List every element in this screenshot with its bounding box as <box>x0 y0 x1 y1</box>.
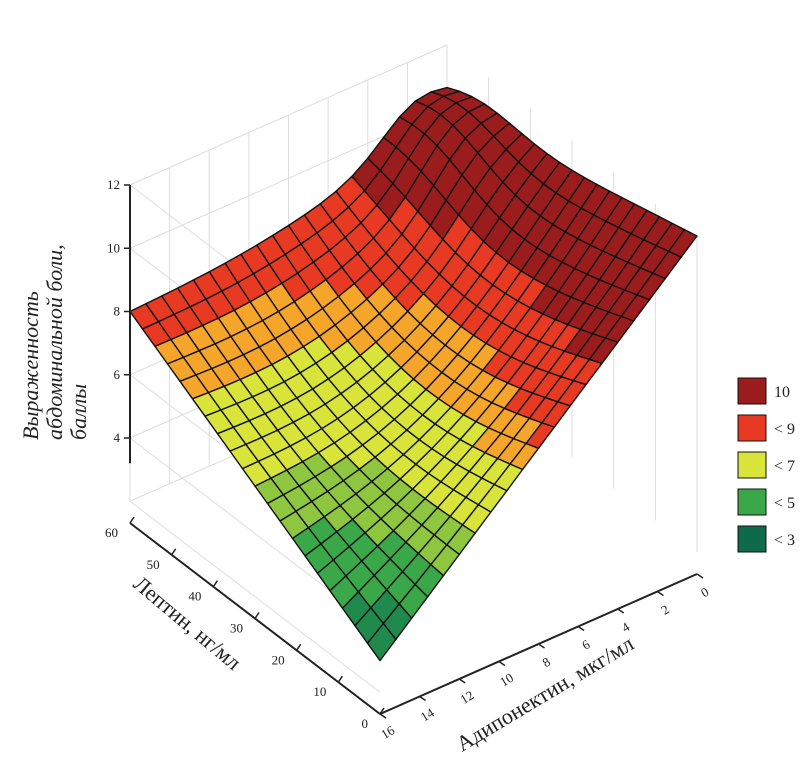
surface-mesh <box>129 86 698 662</box>
x-tick-label: 12 <box>457 687 476 707</box>
y-tick-label: 60 <box>105 525 118 540</box>
x-tick-mark <box>379 713 387 719</box>
x-tick-label: 16 <box>378 722 397 742</box>
x-tick-label: 14 <box>418 705 437 725</box>
x-tick-mark <box>458 678 466 684</box>
z-axis-title: Выраженность абдоминальной боли, баллы <box>18 239 91 440</box>
z-tick-label: 8 <box>114 304 121 319</box>
y-tick-label: 50 <box>147 557 160 572</box>
back-grid-line <box>129 500 381 693</box>
x-tick-label: 0 <box>698 584 711 600</box>
legend-label: 10 <box>774 384 790 401</box>
x-tick-mark <box>696 573 704 579</box>
x-tick-label: 10 <box>497 670 516 690</box>
legend-swatch <box>737 414 767 442</box>
z-tick-label: 12 <box>107 177 120 192</box>
legend-label: < 7 <box>774 458 795 475</box>
x-axis-title: Адипонектин, мкг/мл <box>452 631 638 757</box>
legend-swatch <box>737 377 767 405</box>
x-tick-mark <box>656 590 664 597</box>
legend-label: < 3 <box>774 532 795 549</box>
x-tick-mark <box>577 625 585 632</box>
y-tick-label: 20 <box>272 652 285 667</box>
y-tick-mark <box>171 548 177 556</box>
z-tick-label: 4 <box>114 430 121 445</box>
x-tick-label: 8 <box>540 654 553 670</box>
x-tick-mark <box>617 608 625 614</box>
y-tick-mark <box>129 516 135 524</box>
x-tick-mark <box>538 643 545 649</box>
legend-swatch <box>737 525 767 553</box>
x-tick-label: 2 <box>658 602 671 618</box>
y-tick-label: 10 <box>313 684 326 699</box>
legend-label: < 5 <box>774 495 795 512</box>
legend-swatch <box>737 451 767 479</box>
y-axis-title: Лептин, нг/мл <box>129 571 246 675</box>
y-tick-label: 0 <box>362 716 369 731</box>
x-tick-mark <box>419 695 427 702</box>
y-tick-mark <box>296 643 302 651</box>
y-tick-label: 40 <box>188 589 201 604</box>
legend-label: < 9 <box>774 421 795 438</box>
y-tick-label: 30 <box>230 621 243 636</box>
y-tick-mark <box>212 580 218 588</box>
z-tick-label: 6 <box>114 367 121 382</box>
legend: 10 < 9 < 7 < 5 < 3 <box>737 377 795 553</box>
x-tick-mark <box>498 660 506 667</box>
y-tick-mark <box>254 612 260 619</box>
z-tick-label: 10 <box>107 240 120 255</box>
legend-swatch <box>737 488 767 516</box>
y-tick-mark <box>337 675 343 683</box>
surface-cell <box>366 622 397 662</box>
